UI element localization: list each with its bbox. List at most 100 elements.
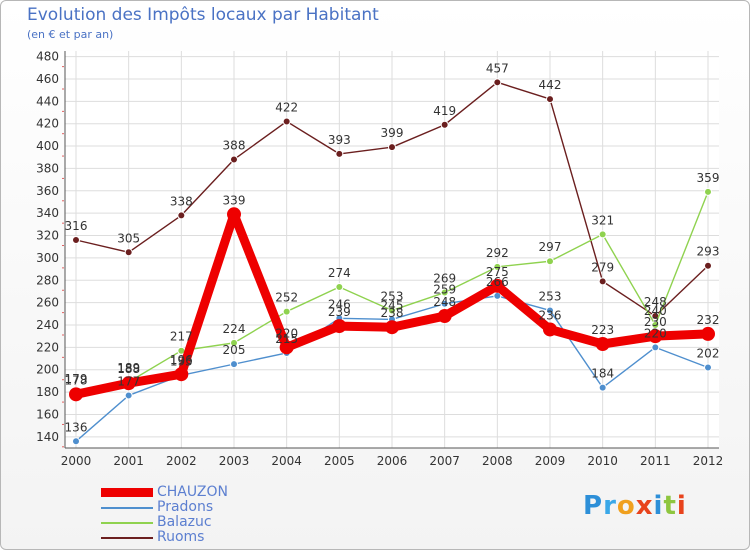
y-tick-label: 300 bbox=[36, 251, 59, 265]
logo-letter: i bbox=[676, 491, 687, 521]
data-label-pradons: 215 bbox=[275, 332, 298, 346]
data-label-pradons: 245 bbox=[381, 298, 404, 312]
data-point-pradons bbox=[704, 363, 712, 372]
legend-label-balazuc: Balazuc bbox=[157, 514, 212, 530]
x-tick-label: 2005 bbox=[324, 454, 355, 468]
y-tick-label: 240 bbox=[36, 318, 59, 332]
legend-swatch-pradons bbox=[101, 507, 153, 509]
data-label-rums: 316 bbox=[65, 219, 88, 233]
x-tick-label: 2002 bbox=[166, 454, 197, 468]
x-tick-label: 2000 bbox=[61, 454, 92, 468]
legend-label-pradons: Pradons bbox=[157, 499, 214, 515]
data-label-pradons: 136 bbox=[65, 420, 88, 434]
data-label-rums: 399 bbox=[381, 126, 404, 140]
data-label-pradons: 202 bbox=[697, 346, 720, 360]
legend-swatch-ruoms bbox=[101, 537, 153, 539]
y-tick-label: 440 bbox=[36, 94, 59, 108]
data-label-balazuc: 240 bbox=[644, 304, 667, 318]
x-tick-label: 2003 bbox=[219, 454, 250, 468]
data-label-chauzon: 196 bbox=[170, 353, 193, 367]
data-label-balazuc: 253 bbox=[381, 289, 404, 303]
x-tick-label: 2008 bbox=[482, 454, 513, 468]
data-label-pradons: 177 bbox=[117, 374, 140, 388]
data-point-pradons bbox=[546, 306, 554, 315]
y-tick-label: 260 bbox=[36, 296, 59, 310]
data-point-chauzon bbox=[121, 376, 136, 391]
data-point-pradons bbox=[72, 437, 80, 446]
data-label-chauzon: 275 bbox=[486, 265, 509, 279]
data-point-rums bbox=[598, 277, 607, 286]
data-label-rums: 305 bbox=[117, 231, 140, 245]
data-point-chauzon bbox=[69, 387, 83, 402]
data-point-balazuc bbox=[230, 338, 238, 347]
data-point-rums bbox=[388, 143, 396, 152]
legend-swatch-chauzon bbox=[101, 488, 153, 497]
data-point-chauzon bbox=[595, 336, 610, 351]
data-point-balazuc bbox=[651, 320, 660, 329]
chart-title: Evolution des Impôts locaux par Habitant bbox=[27, 5, 379, 25]
logo-letter: t bbox=[663, 491, 677, 521]
y-tick-label: 420 bbox=[36, 117, 59, 131]
y-tick-label: 280 bbox=[36, 273, 59, 287]
data-point-chauzon bbox=[332, 319, 347, 334]
data-label-chauzon: 220 bbox=[275, 326, 298, 340]
data-label-balazuc: 252 bbox=[275, 291, 298, 305]
data-label-balazuc: 297 bbox=[539, 240, 562, 254]
data-point-pradons bbox=[230, 360, 238, 369]
data-point-rums bbox=[546, 95, 554, 104]
data-label-pradons: 259 bbox=[433, 283, 456, 297]
data-label-pradons: 184 bbox=[591, 367, 614, 381]
data-label-chauzon: 230 bbox=[644, 315, 667, 329]
data-point-chauzon bbox=[701, 326, 715, 341]
chart-subtitle: (en € et par an) bbox=[27, 28, 114, 41]
data-label-pradons: 205 bbox=[223, 343, 246, 357]
y-tick-label: 320 bbox=[36, 229, 59, 243]
y-tick-label: 460 bbox=[36, 72, 59, 86]
logo-letter: o bbox=[616, 491, 636, 521]
data-label-balazuc: 321 bbox=[591, 213, 614, 227]
data-point-balazuc bbox=[546, 257, 554, 266]
data-point-balazuc bbox=[440, 288, 449, 297]
x-tick-label: 2011 bbox=[640, 454, 671, 468]
x-tick-label: 2007 bbox=[429, 454, 460, 468]
data-point-rums bbox=[230, 155, 238, 164]
data-label-rums: 457 bbox=[486, 61, 509, 75]
x-tick-label: 2009 bbox=[535, 454, 566, 468]
data-point-chauzon bbox=[385, 320, 399, 335]
data-label-balazuc: 189 bbox=[117, 361, 140, 375]
data-label-rums: 248 bbox=[644, 295, 667, 309]
data-point-rums bbox=[72, 235, 80, 244]
data-point-chauzon bbox=[227, 207, 241, 222]
proxiti-logo: Proxiti bbox=[583, 491, 687, 521]
y-tick-label: 380 bbox=[36, 161, 59, 175]
logo-letter: P bbox=[583, 491, 604, 521]
data-label-chauzon: 232 bbox=[697, 313, 720, 327]
data-label-chauzon: 339 bbox=[223, 193, 246, 207]
y-tick-label: 400 bbox=[36, 139, 59, 153]
data-point-chauzon bbox=[437, 309, 452, 324]
data-point-pradons bbox=[651, 343, 660, 352]
data-label-balazuc: 217 bbox=[170, 330, 193, 344]
data-point-chauzon bbox=[174, 367, 189, 382]
data-label-chauzon: 178 bbox=[65, 373, 88, 387]
legend-label-ruoms: Ruoms bbox=[157, 529, 205, 545]
data-label-pradons: 195 bbox=[170, 354, 193, 368]
data-point-chauzon bbox=[490, 278, 505, 293]
x-tick-label: 2004 bbox=[271, 454, 302, 468]
data-label-balazuc: 179 bbox=[65, 372, 88, 386]
data-label-chauzon: 239 bbox=[328, 305, 351, 319]
y-tick-label: 140 bbox=[36, 430, 59, 444]
data-label-chauzon: 248 bbox=[433, 295, 456, 309]
y-tick-label: 340 bbox=[36, 206, 59, 220]
data-label-chauzon: 236 bbox=[539, 308, 562, 322]
legend-swatch-balazuc bbox=[101, 522, 153, 524]
data-label-balazuc: 359 bbox=[697, 171, 720, 185]
y-tick-label: 200 bbox=[36, 363, 59, 377]
data-point-balazuc bbox=[335, 282, 344, 291]
data-label-balazuc: 292 bbox=[486, 246, 509, 260]
data-point-pradons bbox=[124, 391, 133, 400]
data-label-rums: 419 bbox=[433, 104, 456, 118]
data-label-chauzon: 188 bbox=[117, 362, 140, 376]
data-point-rums bbox=[282, 117, 291, 126]
